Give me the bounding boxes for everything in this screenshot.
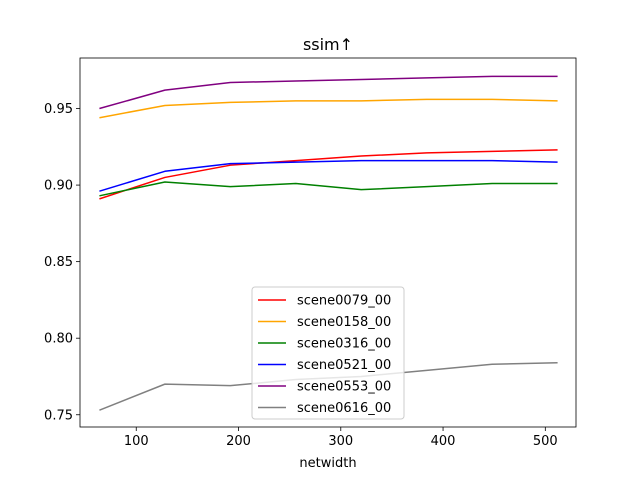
legend-label-scene0079_00: scene0079_00 xyxy=(297,294,391,309)
y-tick-label: 0.85 xyxy=(44,255,73,270)
legend-label-scene0616_00: scene0616_00 xyxy=(297,401,391,416)
x-axis-title: netwidth xyxy=(299,456,356,471)
legend-label-scene0316_00: scene0316_00 xyxy=(297,337,391,352)
series-line-scene0553_00 xyxy=(99,75,558,110)
chart-title: ssim↑ xyxy=(303,35,353,54)
legend-label-scene0158_00: scene0158_00 xyxy=(297,315,391,330)
legend-label-scene0521_00: scene0521_00 xyxy=(297,358,391,373)
y-tick-label: 0.90 xyxy=(44,179,73,194)
y-tick-label: 0.80 xyxy=(44,332,73,347)
series-line-scene0158_00 xyxy=(99,98,558,119)
x-tick-label: 300 xyxy=(328,434,353,449)
legend: scene0079_00 scene0158_00 scene0316_00scen… xyxy=(251,286,405,420)
y-tick-label: 0.75 xyxy=(44,408,73,423)
x-tick-label: 500 xyxy=(533,434,558,449)
axes-layer: 100 200 300 400 500 0.75 0.80 0.85 0.90 0.95 xyxy=(44,57,577,449)
legend-label-scene0553_00: scene0553_00 xyxy=(297,380,391,395)
x-tick-label: 200 xyxy=(226,434,251,449)
legend-box xyxy=(251,286,405,420)
plot-frame xyxy=(79,57,577,428)
series-line-scene0316_00 xyxy=(99,181,558,197)
series-line-scene0521_00 xyxy=(99,159,558,192)
series-line-scene0079_00 xyxy=(99,149,558,200)
y-tick-label: 0.95 xyxy=(44,102,73,117)
x-tick-label: 100 xyxy=(124,434,149,449)
x-tick-label: 400 xyxy=(431,434,456,449)
